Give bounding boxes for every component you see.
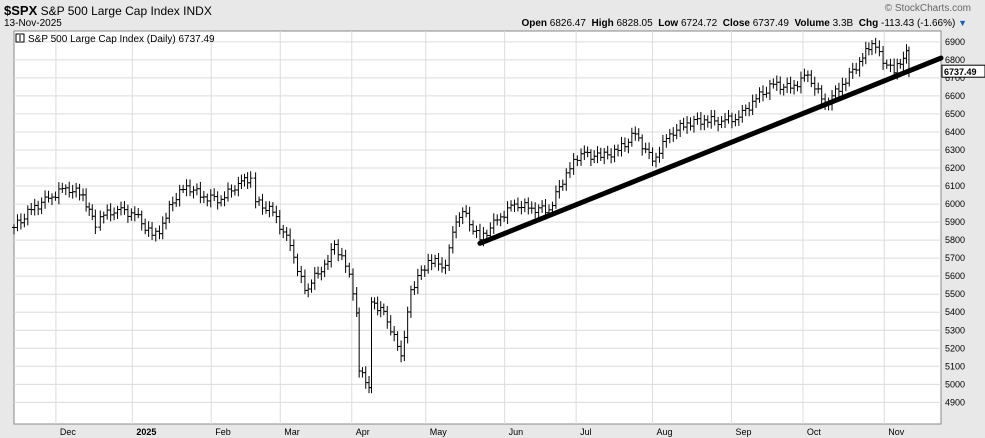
ohlc-bar (873, 37, 878, 54)
volume-value: 3.3B (832, 18, 854, 29)
ohlc-bar (288, 228, 293, 251)
y-tick-label: 4900 (945, 397, 965, 407)
y-tick-label: 5000 (945, 379, 965, 389)
low-value: 6724.72 (681, 18, 718, 29)
ohlc-bar (884, 59, 889, 69)
y-tick-label: 5900 (945, 217, 965, 227)
ohlc-bar (877, 40, 882, 57)
ohlc-bar (150, 221, 155, 241)
ohlc-bar (347, 262, 352, 278)
ohlc-bar (564, 168, 569, 191)
plot-area (13, 30, 942, 425)
chart-title: $SPX S&P 500 Large Cap Index INDX (4, 3, 212, 18)
ohlc-bar (332, 240, 337, 255)
exchange: INDX (183, 4, 212, 18)
x-tick-label: Jun (509, 427, 524, 437)
y-tick-label: 6900 (945, 37, 965, 47)
ohlc-bar (291, 239, 296, 264)
index-name: S&P 500 Large Cap Index (40, 4, 180, 18)
y-tick-label: 6200 (945, 163, 965, 173)
y-tick-label: 5600 (945, 271, 965, 281)
last-value-box (941, 64, 985, 78)
symbol: $SPX (4, 3, 38, 18)
ohlc-bar (350, 268, 355, 301)
chart-date: 13-Nov-2025 (4, 18, 62, 29)
last-value-label: 6737.49 (944, 67, 977, 77)
x-tick-label: Oct (807, 427, 822, 437)
y-tick-label: 6400 (945, 127, 965, 137)
ohlc-bar (153, 227, 158, 242)
y-tick-label: 6100 (945, 181, 965, 191)
x-tick-label: Dec (60, 427, 77, 437)
legend-label: S&P 500 Large Cap Index (Daily) 6737.49 (28, 34, 215, 45)
y-tick-label: 6500 (945, 109, 965, 119)
x-tick-label: Mar (284, 427, 300, 437)
ohlc-bar (881, 45, 886, 70)
y-tick-label: 5800 (945, 235, 965, 245)
chg-label: Chg (858, 18, 879, 29)
y-tick-label: 5300 (945, 325, 965, 335)
close-label: Close (722, 18, 750, 29)
high-label: High (591, 18, 614, 29)
open-label: Open (521, 18, 547, 29)
ohlc-bar (571, 153, 576, 175)
low-label: Low (658, 18, 679, 29)
ohlc-bar (299, 265, 304, 284)
ohlc-bar (869, 40, 874, 56)
x-tick-label: Sep (735, 427, 751, 437)
ohlc-summary: Open 6826.47 High 6828.05 Low 6724.72 Cl… (521, 18, 967, 29)
y-tick-label: 6300 (945, 145, 965, 155)
chevron-down-icon[interactable]: ▼ (958, 18, 967, 28)
x-tick-label: May (430, 427, 448, 437)
x-tick-label: Apr (356, 427, 370, 437)
y-tick-label: 5100 (945, 361, 965, 371)
y-tick-label: 6000 (945, 199, 965, 209)
y-tick-label: 6800 (945, 55, 965, 65)
x-tick-label: Feb (215, 427, 231, 437)
ohlc-bar (888, 58, 893, 73)
ohlc-bar (343, 249, 348, 273)
brand-watermark: © StockCharts.com (884, 3, 971, 14)
ohlc-bar (443, 259, 448, 275)
ohlc-bar (336, 239, 341, 262)
y-tick-label: 5700 (945, 253, 965, 263)
ohlc-bar (339, 247, 344, 261)
open-value: 6826.47 (549, 18, 586, 29)
y-tick-label: 5500 (945, 289, 965, 299)
ohlc-bar (575, 155, 580, 167)
volume-label: Volume (794, 18, 830, 29)
ohlc-bar (295, 253, 300, 277)
y-tick-label: 5400 (945, 307, 965, 317)
ohlc-bar (93, 209, 98, 234)
y-tick-label: 6600 (945, 91, 965, 101)
trendline (477, 55, 944, 246)
x-tick-label: Aug (657, 427, 673, 437)
y-tick-label: 5200 (945, 343, 965, 353)
chg-value: -113.43 (-1.66%) (881, 18, 956, 29)
ohlc-bar (447, 244, 452, 271)
x-tick-label: Nov (888, 427, 905, 437)
ohlc-bar (248, 171, 253, 188)
x-tick-label: Jul (580, 427, 592, 437)
y-tick-label: 6700 (945, 73, 965, 83)
ohlc-bar (567, 162, 572, 178)
close-value: 6737.49 (752, 18, 789, 29)
high-value: 6828.05 (616, 18, 653, 29)
x-tick-label: 2025 (136, 427, 156, 437)
